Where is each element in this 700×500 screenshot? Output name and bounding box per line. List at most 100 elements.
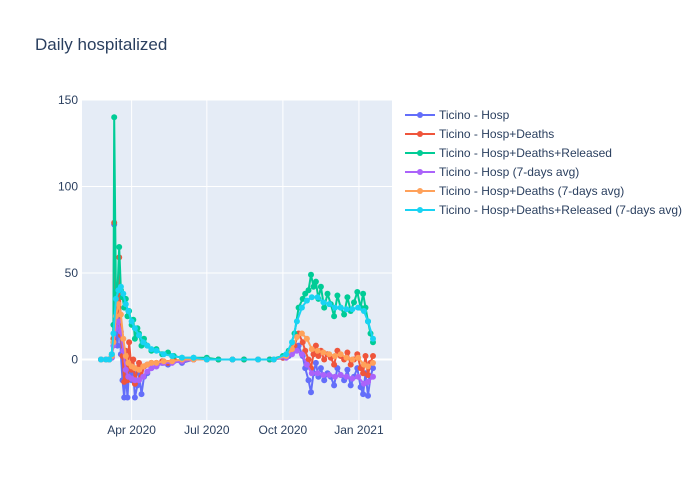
legend-item[interactable]: Ticino - Hosp <box>405 108 510 122</box>
data-point <box>138 391 145 398</box>
data-point <box>111 114 118 121</box>
data-point <box>270 356 277 363</box>
x-axis: Apr 2020 Jul 2020 Oct 2020 Jan 2021 <box>107 423 384 437</box>
data-point <box>320 349 327 356</box>
data-point <box>122 353 129 359</box>
data-point <box>344 366 351 373</box>
series-6 <box>98 283 376 363</box>
data-point <box>370 335 376 342</box>
data-point <box>370 365 376 372</box>
data-point <box>120 335 127 342</box>
y-axis: 0 50 100 150 <box>58 93 78 366</box>
data-point <box>110 330 117 337</box>
data-point <box>326 372 333 378</box>
y-tick-label: 100 <box>58 179 78 193</box>
data-point <box>98 356 104 363</box>
data-point <box>365 363 371 370</box>
data-point <box>136 366 142 373</box>
series-layer <box>98 114 376 401</box>
data-point <box>331 361 338 368</box>
data-point <box>131 325 138 332</box>
legend-item[interactable]: Ticino - Hosp+Deaths <box>405 127 554 141</box>
data-point <box>140 373 147 380</box>
data-point <box>365 378 371 385</box>
data-point <box>303 335 310 342</box>
data-point <box>332 353 338 359</box>
data-point <box>303 361 310 368</box>
data-point <box>314 294 321 301</box>
data-point <box>321 304 328 311</box>
data-point <box>351 299 357 306</box>
data-point <box>349 356 356 363</box>
data-point <box>255 356 262 363</box>
data-point <box>124 394 131 401</box>
data-point <box>148 365 155 372</box>
data-point <box>331 382 338 389</box>
legend-label: Ticino - Hosp+Deaths (7-days avg) <box>439 184 624 198</box>
x-tick-label: Oct 2020 <box>259 423 308 437</box>
data-point <box>337 351 344 358</box>
data-point <box>331 313 338 320</box>
data-point <box>308 294 315 301</box>
data-point <box>308 370 315 377</box>
data-point <box>360 391 367 398</box>
data-point <box>122 301 129 308</box>
data-point <box>310 351 317 358</box>
y-tick-label: 0 <box>71 352 78 366</box>
data-point <box>295 342 302 349</box>
data-point <box>354 289 361 295</box>
data-point <box>131 335 138 342</box>
data-point <box>321 356 328 363</box>
data-point <box>344 294 351 301</box>
x-tick-label: Jan 2021 <box>334 423 384 437</box>
data-point <box>153 359 160 366</box>
data-point <box>136 377 142 384</box>
data-point <box>326 351 333 358</box>
legend-label: Ticino - Hosp+Deaths <box>439 127 554 141</box>
data-point <box>312 342 319 349</box>
chart-title: Daily hospitalized <box>35 35 168 54</box>
data-point <box>179 354 185 361</box>
data-point <box>355 354 362 361</box>
legend-item[interactable]: Ticino - Hosp+Deaths+Released (7-days av… <box>405 203 682 217</box>
data-point <box>120 290 127 297</box>
y-tick-label: 50 <box>65 266 79 280</box>
legend-item[interactable]: Ticino - Hosp+Deaths+Released <box>405 146 612 160</box>
data-point <box>298 330 305 337</box>
data-point <box>229 356 236 363</box>
data-point <box>343 306 350 313</box>
legend-item[interactable]: Ticino - Hosp (7-days avg) <box>405 165 579 179</box>
data-point <box>114 342 121 349</box>
data-point <box>169 358 176 365</box>
data-point <box>355 304 362 311</box>
data-point <box>326 301 333 308</box>
data-point <box>140 339 147 346</box>
data-point <box>332 373 338 380</box>
data-point <box>365 318 371 325</box>
data-point <box>117 311 124 318</box>
data-point <box>128 318 135 325</box>
data-point <box>314 347 321 354</box>
data-point <box>314 370 321 377</box>
data-point <box>308 389 314 396</box>
data-point <box>305 287 312 294</box>
legend-swatch-marker <box>417 207 423 213</box>
data-point <box>332 304 338 311</box>
data-point <box>370 359 376 366</box>
data-point <box>144 342 151 349</box>
legend-label: Ticino - Hosp+Deaths+Released (7-days av… <box>439 203 682 217</box>
data-point <box>289 339 295 346</box>
data-point <box>337 372 344 378</box>
data-point <box>116 244 123 250</box>
data-point <box>136 332 142 339</box>
data-point <box>148 359 155 366</box>
legend-item[interactable]: Ticino - Hosp+Deaths (7-days avg) <box>405 184 624 198</box>
data-point <box>349 375 356 382</box>
data-point <box>370 373 376 380</box>
data-point <box>203 356 210 363</box>
data-point <box>308 271 314 278</box>
data-point <box>131 377 138 384</box>
data-point <box>126 339 133 346</box>
data-point <box>293 318 300 325</box>
